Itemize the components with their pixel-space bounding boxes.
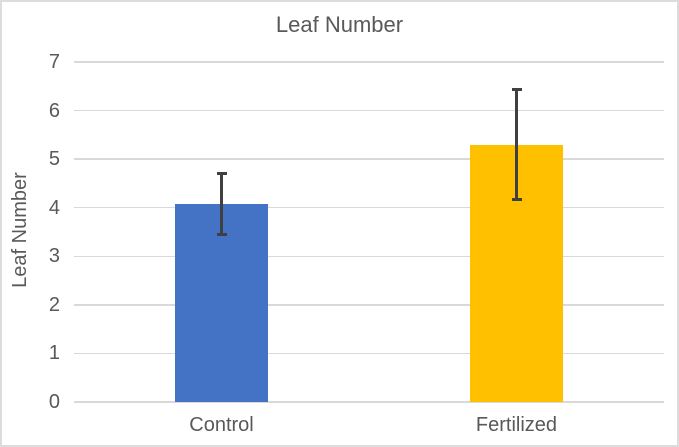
error-bar-cap-bottom	[216, 233, 227, 237]
y-tick-label: 2	[48, 293, 60, 316]
y-tick-label: 7	[48, 51, 60, 73]
gridline	[74, 255, 664, 258]
gridline	[74, 206, 664, 209]
y-tick-label: 1	[48, 342, 60, 365]
y-tick-label: 4	[48, 196, 60, 219]
bar-control	[175, 204, 268, 402]
gridline	[74, 352, 664, 355]
error-bar-cap-top	[216, 171, 227, 175]
x-category-label: Fertilized	[475, 414, 558, 436]
x-category-label: Control	[189, 414, 254, 436]
x-axis-line	[74, 401, 664, 403]
gridline	[74, 304, 664, 306]
y-tick-label: 3	[48, 245, 60, 268]
error-bar	[515, 88, 518, 201]
gridline	[74, 109, 664, 112]
y-tick-label: 6	[48, 99, 60, 122]
error-bar-cap-top	[511, 87, 522, 91]
gridline	[74, 158, 664, 160]
y-tick-label: 5	[48, 148, 60, 171]
error-bar-cap-bottom	[511, 198, 522, 202]
error-bar	[220, 172, 223, 236]
gridline	[74, 61, 664, 63]
y-tick-label: 0	[48, 391, 60, 413]
chart-title: Leaf Number	[275, 12, 404, 37]
plot-area: 0 1 2 3 4 5 6 7 Control Fertilized	[49, 51, 664, 436]
